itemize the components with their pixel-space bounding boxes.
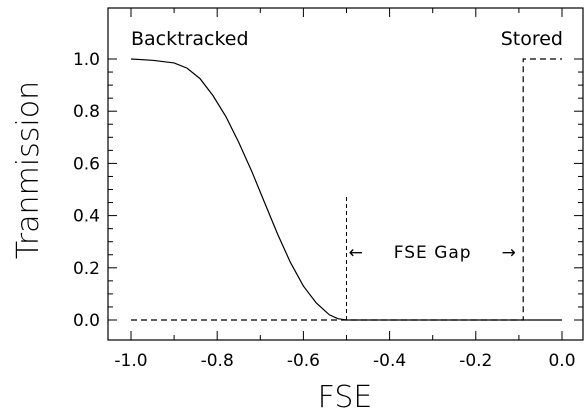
x-tick-label: -1.0 <box>114 351 147 371</box>
y-axis-ticks: 0.0 0.2 0.4 0.6 0.8 1.0 <box>73 50 583 331</box>
gap-text: FSE Gap <box>394 243 472 263</box>
series-line-backtracked <box>130 58 562 321</box>
x-axis-title: FSE <box>318 380 373 415</box>
y-tick-label: 0.2 <box>73 259 100 279</box>
x-tick-label: -0.2 <box>459 351 492 371</box>
series-line-stored <box>131 58 562 321</box>
gap-right-arrow: → <box>502 243 517 263</box>
x-tick-label: 0.0 <box>548 351 575 371</box>
y-axis-title: Tranmission <box>11 81 46 259</box>
y-tick-label: 0.0 <box>73 311 100 331</box>
y-tick-label: 0.4 <box>73 207 100 227</box>
fse-gap-label: ← FSE Gap → <box>349 243 517 263</box>
annotation-stored: Stored <box>501 28 563 50</box>
annotation-backtracked: Backtracked <box>131 28 249 50</box>
x-tick-label: -0.6 <box>287 351 320 371</box>
x-tick-label: -0.4 <box>373 351 406 371</box>
x-tick-label: -0.8 <box>201 351 234 371</box>
y-tick-label: 0.8 <box>73 102 100 122</box>
y-tick-label: 0.6 <box>73 154 100 174</box>
plot-frame <box>107 7 584 341</box>
y-tick-label: 1.0 <box>73 50 100 70</box>
series-layer <box>130 58 562 321</box>
x-axis-ticks: -1.0 -0.8 -0.6 -0.4 -0.2 0.0 <box>114 8 576 371</box>
gap-left-arrow: ← <box>349 243 364 263</box>
plot-border <box>107 7 584 341</box>
